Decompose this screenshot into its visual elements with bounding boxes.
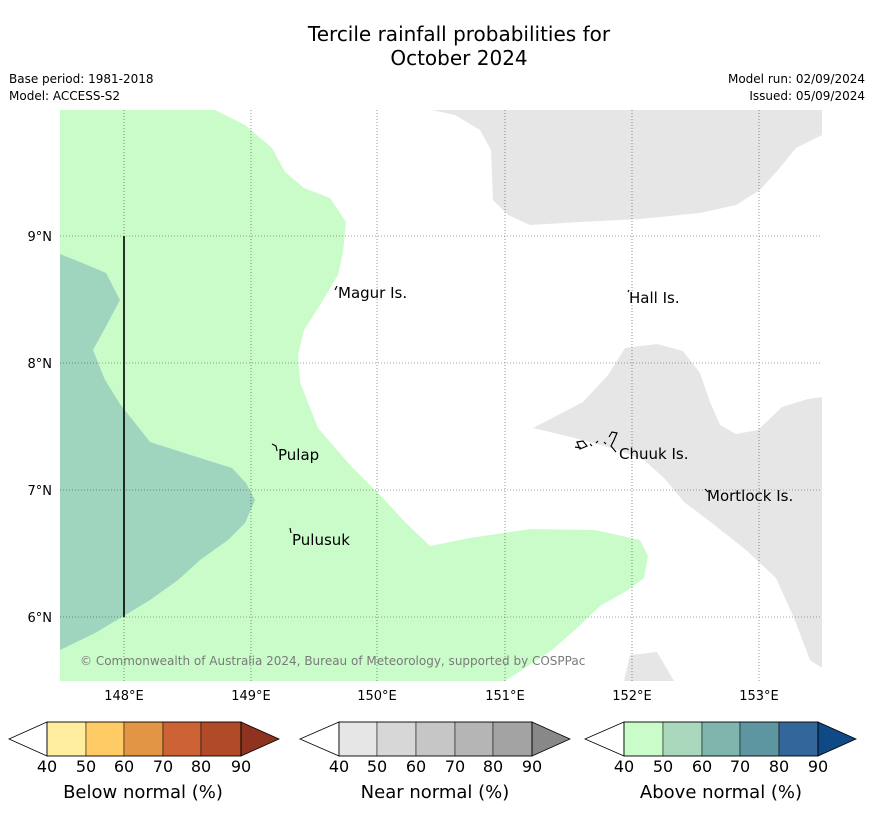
island-markers (271, 285, 709, 534)
colorbar-above-segment (739, 721, 780, 757)
colorbar-below-tick-40: 40 (37, 757, 57, 776)
colorbar-below-tick-80: 80 (191, 757, 211, 776)
label-mortlock-is: Mortlock Is. (707, 487, 793, 505)
label-chuuk-is: Chuuk Is. (619, 445, 688, 463)
colorbar-above-tick-90: 90 (808, 757, 828, 776)
colorbar-near-segment (376, 721, 417, 757)
colorbar-above-segment (778, 721, 819, 757)
above-normal-strong-region (60, 254, 255, 650)
colorbar-near-segment (415, 721, 456, 757)
map-area[interactable]: Magur Is. Hall Is. Pulap Chuuk Is. Mortl… (60, 110, 822, 681)
colorbar-below-segment (123, 721, 164, 757)
lat-tick-7n: 7°N (28, 484, 53, 499)
hall-island-marker (627, 289, 630, 293)
colorbar-above-tick-50: 50 (653, 757, 673, 776)
colorbar-above-segment (701, 721, 741, 757)
colorbar-below-high-arrow (240, 721, 280, 757)
colorbar-near-tick-90: 90 (522, 757, 542, 776)
colorbar-near-segment (338, 721, 378, 757)
model-run: Model run: 02/09/2024 (727, 72, 865, 86)
colorbar-below-segment (85, 721, 125, 757)
lon-tick-149e: 149°E (231, 689, 271, 704)
lat-tick-8n: 8°N (28, 357, 53, 372)
colorbar-below-tick-70: 70 (153, 757, 173, 776)
colorbar-above-normal: 40 50 60 70 80 90 Above normal (%) (583, 721, 857, 803)
colorbar-above-low-arrow (583, 721, 625, 757)
colorbar-near-segment (492, 721, 533, 757)
lon-tick-151e: 151°E (485, 689, 525, 704)
label-magur-is: Magur Is. (338, 284, 407, 302)
colorbar-above-high-arrow (817, 721, 857, 757)
colorbar-below-tick-60: 60 (114, 757, 134, 776)
colorbar-near-label: Near normal (%) (361, 782, 510, 803)
label-pulusuk: Pulusuk (292, 531, 350, 549)
colorbar-below-tick-50: 50 (76, 757, 96, 776)
chuuk-lagoon-marker (574, 431, 618, 453)
magur-island-marker (334, 285, 338, 291)
lon-tick-148e: 148°E (104, 689, 144, 704)
label-hall-is: Hall Is. (629, 289, 680, 307)
lon-tick-153e: 153°E (739, 689, 779, 704)
colorbar-above-label: Above normal (%) (640, 782, 802, 803)
lon-axis: 148°E 149°E 150°E 151°E 152°E 153°E (104, 689, 779, 704)
colorbar-near-normal: 40 50 60 70 80 90 Near normal (%) (298, 721, 571, 803)
pulap-island-marker (271, 443, 278, 452)
issued-date: Issued: 05/09/2024 (749, 89, 865, 103)
colorbar-near-low-arrow (298, 721, 340, 757)
base-period: Base period: 1981-2018 (9, 72, 154, 86)
title-line-2: October 2024 (390, 46, 528, 70)
colorbar-near-tick-50: 50 (367, 757, 387, 776)
colorbar-above-tick-70: 70 (730, 757, 750, 776)
colorbar-near-tick-60: 60 (406, 757, 426, 776)
title-line-1: Tercile rainfall probabilities for (307, 22, 611, 46)
colorbar-below-segment (162, 721, 202, 757)
colorbar-near-high-arrow (531, 721, 571, 757)
colorbar-below-outline (46, 721, 242, 757)
near-normal-region-north (432, 110, 822, 225)
colorbar-below-tick-90: 90 (231, 757, 251, 776)
label-pulap: Pulap (278, 446, 319, 464)
colorbar-below-normal: 40 50 60 70 80 90 Below normal (%) (8, 721, 280, 803)
colorbar-above-tick-40: 40 (614, 757, 634, 776)
mortlock-island-marker (704, 488, 709, 493)
chart-title: Tercile rainfall probabilities for Octob… (0, 22, 873, 70)
pulusuk-island-marker (289, 527, 292, 534)
meta-left: Base period: 1981-2018 Model: ACCESS-S2 (9, 71, 154, 105)
colorbar-below-segment (200, 721, 242, 757)
copyright-notice: © Commonwealth of Australia 2024, Bureau… (80, 654, 585, 668)
model-name: Model: ACCESS-S2 (9, 89, 121, 103)
near-normal-region-chuuk (533, 344, 822, 668)
colorbar-below-segment (46, 721, 87, 757)
lat-tick-9n: 9°N (28, 230, 53, 245)
colorbar-above-outline (623, 721, 819, 757)
colorbar-near-tick-40: 40 (329, 757, 349, 776)
colorbar-below-low-arrow (8, 721, 48, 757)
colorbar-above-tick-80: 80 (769, 757, 789, 776)
colorbar-above-segment (662, 721, 703, 757)
colorbar-above-segment (623, 721, 664, 757)
meta-right: Model run: 02/09/2024 Issued: 05/09/2024 (728, 71, 865, 105)
colorbar-above-tick-60: 60 (692, 757, 712, 776)
colorbar-near-tick-80: 80 (483, 757, 503, 776)
colorbar-near-segment (454, 721, 494, 757)
lon-tick-150e: 150°E (357, 689, 397, 704)
near-normal-region-south (624, 652, 674, 681)
lon-tick-152e: 152°E (612, 689, 652, 704)
lat-tick-6n: 6°N (28, 611, 53, 626)
colorbar-near-tick-70: 70 (445, 757, 465, 776)
colorbar-below-label: Below normal (%) (63, 782, 223, 803)
colorbar-near-outline (338, 721, 533, 757)
lat-axis: 9°N 8°N 7°N 6°N (28, 230, 53, 626)
